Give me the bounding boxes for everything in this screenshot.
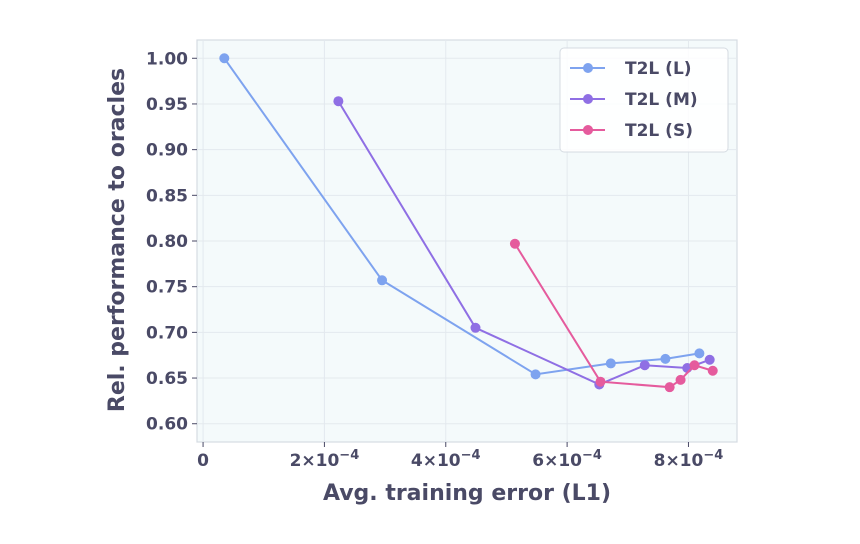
x-tick-label: 0 [197, 451, 209, 471]
legend-label: T2L (M) [625, 90, 698, 110]
legend: T2L (L) T2L (M) T2L (S) [559, 47, 729, 153]
legend-label: T2L (L) [625, 59, 692, 79]
x-tick-exponent: −4 [703, 448, 723, 463]
x-tick-label: 2×10−4 [290, 448, 360, 471]
series-2 [509, 238, 718, 393]
series-line [223, 57, 700, 376]
legend-marker [583, 125, 593, 135]
x-tick-exponent: −4 [582, 448, 602, 463]
x-tick-label: 4×10−4 [411, 448, 481, 471]
y-tick-label: 0.80 [146, 232, 188, 252]
legend-label: T2L (S) [625, 121, 693, 141]
x-axis-label: Avg. training error (L1) [323, 481, 611, 506]
data-point [377, 275, 388, 286]
y-tick-label: 0.65 [146, 369, 188, 389]
x-axis: 0 2×10−4 4×10−4 6×10−4 8×10−4 [197, 442, 723, 471]
data-point [704, 354, 715, 365]
x-tick-exponent: −4 [461, 448, 481, 463]
data-point [605, 358, 616, 369]
data-point [595, 376, 606, 387]
legend-box [559, 47, 729, 153]
y-tick-label: 0.95 [146, 95, 188, 115]
x-tick-exponent: −4 [339, 448, 359, 463]
y-tick-label: 0.70 [146, 323, 188, 343]
y-axis: 0.60 0.65 0.70 0.75 0.80 0.85 0.90 0.95 1.00 [146, 49, 197, 435]
series-0 [219, 53, 705, 380]
legend-item: T2L (L) [570, 59, 692, 79]
y-tick-label: 0.90 [146, 141, 188, 161]
data-point [470, 322, 481, 333]
data-point [694, 348, 705, 359]
y-tick-label: 0.75 [146, 278, 188, 298]
x-tick-base: 4×10 [411, 451, 461, 471]
legend-marker [583, 63, 593, 73]
x-tick-base: 6×10 [532, 451, 582, 471]
y-tick-label: 0.60 [146, 415, 188, 435]
x-tick-base: 0 [197, 451, 209, 471]
legend-marker [583, 94, 593, 104]
data-point [639, 360, 650, 371]
x-tick-base: 8×10 [654, 451, 704, 471]
data-point [509, 238, 520, 249]
data-point [664, 382, 675, 393]
data-point [530, 369, 541, 380]
data-point [675, 374, 686, 385]
data-point [707, 365, 718, 376]
data-point [689, 360, 700, 371]
x-tick-label: 8×10−4 [654, 448, 724, 471]
x-tick-label: 6×10−4 [532, 448, 602, 471]
data-point [660, 353, 671, 364]
legend-item: T2L (M) [570, 90, 698, 110]
x-tick-base: 2×10 [290, 451, 340, 471]
data-point [333, 96, 344, 107]
series-layer [219, 53, 718, 393]
y-tick-label: 0.85 [146, 186, 188, 206]
y-tick-label: 1.00 [146, 49, 188, 69]
legend-item: T2L (S) [570, 121, 693, 141]
data-point [219, 53, 230, 64]
y-axis-label: Rel. performance to oracles [105, 68, 130, 412]
